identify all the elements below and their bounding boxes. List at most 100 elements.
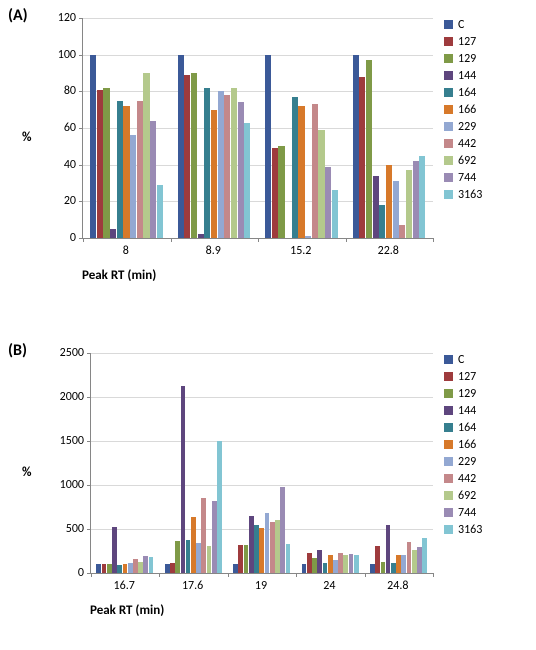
chart-a-ylabel: %	[22, 130, 31, 145]
bar	[103, 88, 109, 238]
bar	[238, 545, 243, 573]
bar	[401, 555, 406, 573]
ytick-label: 1500	[60, 434, 84, 448]
bar	[112, 527, 117, 573]
chart-b-legend: C1271291441641662294426927443163	[444, 351, 482, 538]
bar	[422, 538, 427, 573]
legend-label: 166	[458, 438, 476, 452]
xtick-label: 8.9	[206, 244, 221, 258]
bar	[244, 545, 249, 573]
legend-swatch	[444, 457, 453, 466]
bar	[117, 101, 123, 239]
gridline	[91, 353, 433, 354]
legend-item: 127	[444, 33, 482, 50]
legend-swatch	[444, 190, 453, 199]
legend-label: 127	[458, 370, 476, 384]
bar	[318, 130, 324, 238]
bar	[184, 75, 190, 238]
legend-label: 229	[458, 455, 476, 469]
legend-label: 229	[458, 120, 476, 134]
legend-label: 3163	[458, 188, 482, 202]
bar	[249, 516, 254, 573]
xtick-label: 24.8	[387, 579, 408, 593]
panel-b: (B) % 05001000150020002500 16.717.619242…	[0, 335, 536, 645]
chart-b-xticks: 16.717.6192424.8	[90, 577, 432, 597]
bar	[298, 106, 304, 238]
legend-label: 442	[458, 137, 476, 151]
bar	[353, 55, 359, 238]
panel-a: (A) % 020406080100120 88.915.222.8 Peak …	[0, 0, 536, 310]
legend-label: 166	[458, 103, 476, 117]
bar	[386, 525, 391, 573]
bar	[238, 102, 244, 238]
bar	[165, 564, 170, 573]
bar	[359, 77, 365, 238]
bar	[272, 148, 278, 238]
ytick-label: 20	[64, 194, 76, 208]
bar	[218, 91, 224, 238]
bar	[198, 234, 204, 238]
legend-swatch	[444, 139, 453, 148]
legend-label: 144	[458, 404, 476, 418]
bar	[150, 121, 156, 238]
bar	[354, 555, 359, 573]
xtick-label: 19	[255, 579, 267, 593]
panel-b-label: (B)	[8, 341, 27, 360]
bar	[117, 565, 122, 573]
legend-item: 692	[444, 152, 482, 169]
legend-label: 692	[458, 154, 476, 168]
bar	[231, 88, 237, 238]
bar	[278, 146, 284, 238]
xtick-label: 15.2	[290, 244, 311, 258]
legend-item: 744	[444, 169, 482, 186]
xtick-label: 22.8	[378, 244, 399, 258]
bar	[292, 97, 298, 238]
bar	[157, 185, 163, 238]
legend-item: 442	[444, 135, 482, 152]
bar	[375, 546, 380, 573]
bar	[123, 564, 128, 573]
bar	[97, 90, 103, 239]
bar	[186, 540, 191, 573]
bar	[128, 563, 133, 573]
legend-swatch	[444, 389, 453, 398]
ytick-label: 1000	[60, 478, 84, 492]
legend-item: 164	[444, 419, 482, 436]
legend-swatch	[444, 71, 453, 80]
bar	[370, 564, 375, 573]
bar	[280, 487, 285, 573]
chart-a-xlabel: Peak RT (min)	[82, 268, 432, 283]
chart-a-plot	[82, 18, 433, 239]
bar	[333, 560, 338, 573]
bar	[217, 441, 222, 573]
bar	[419, 156, 425, 239]
legend-swatch	[444, 474, 453, 483]
legend-item: 166	[444, 436, 482, 453]
gridline	[91, 485, 433, 486]
ytick-label: 40	[64, 158, 76, 172]
bar	[312, 104, 318, 238]
bar	[123, 106, 129, 238]
bar	[196, 543, 201, 573]
ytick-label: 0	[78, 566, 84, 580]
bar	[338, 553, 343, 573]
bar	[181, 386, 186, 573]
bar	[207, 546, 212, 573]
chart-a-xticks: 88.915.222.8	[82, 242, 432, 262]
chart-a: 020406080100120 88.915.222.8 Peak RT (mi…	[50, 10, 520, 300]
ytick-label: 2000	[60, 390, 84, 404]
bar	[312, 558, 317, 573]
legend-item: 144	[444, 402, 482, 419]
legend-swatch	[444, 406, 453, 415]
bar	[286, 544, 291, 573]
legend-label: 3163	[458, 523, 482, 537]
legend-swatch	[444, 20, 453, 29]
legend-swatch	[444, 173, 453, 182]
gridline	[83, 128, 433, 129]
bar	[96, 564, 101, 573]
bar	[349, 554, 354, 573]
chart-b-plot	[90, 353, 433, 574]
bar	[110, 229, 116, 238]
chart-a-yticks: 020406080100120	[50, 18, 80, 238]
ytick-label: 100	[58, 48, 76, 62]
